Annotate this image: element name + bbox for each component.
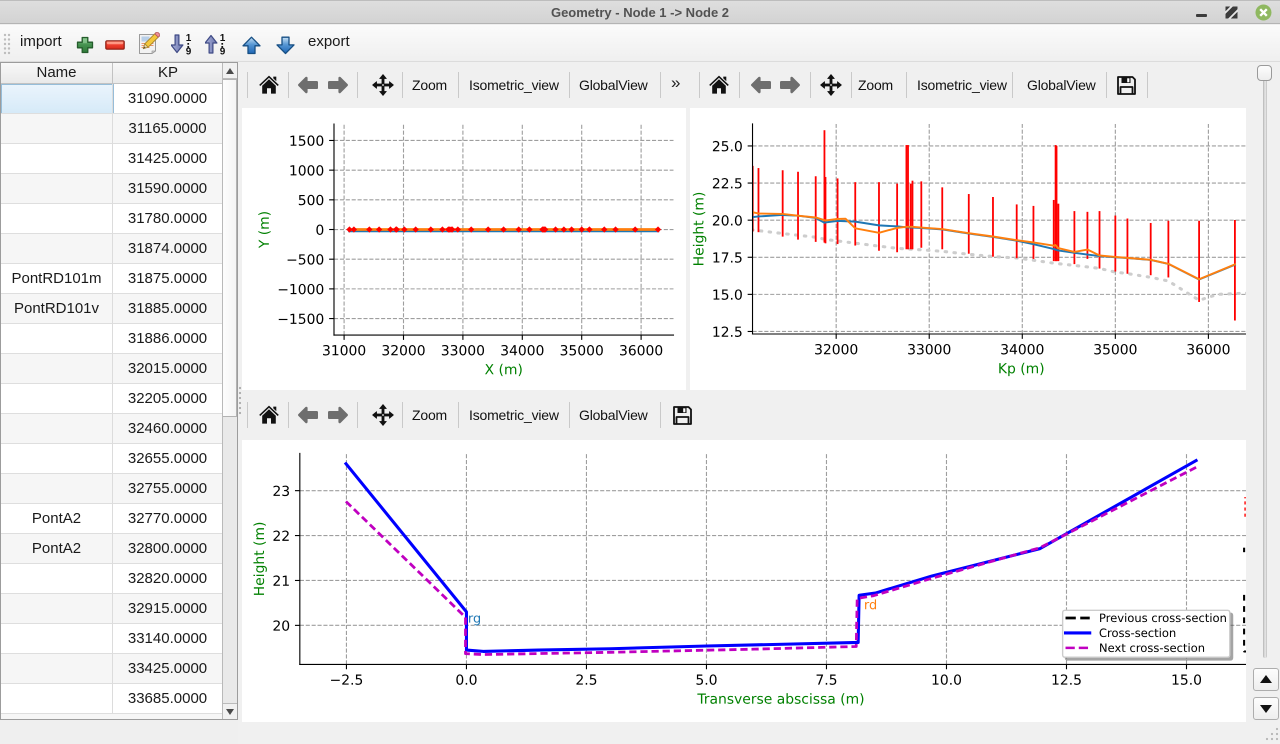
svg-text:9: 9 xyxy=(220,47,226,56)
svg-text:9: 9 xyxy=(186,47,192,56)
svg-text:1: 1 xyxy=(186,33,192,44)
svg-text:1: 1 xyxy=(220,33,226,44)
